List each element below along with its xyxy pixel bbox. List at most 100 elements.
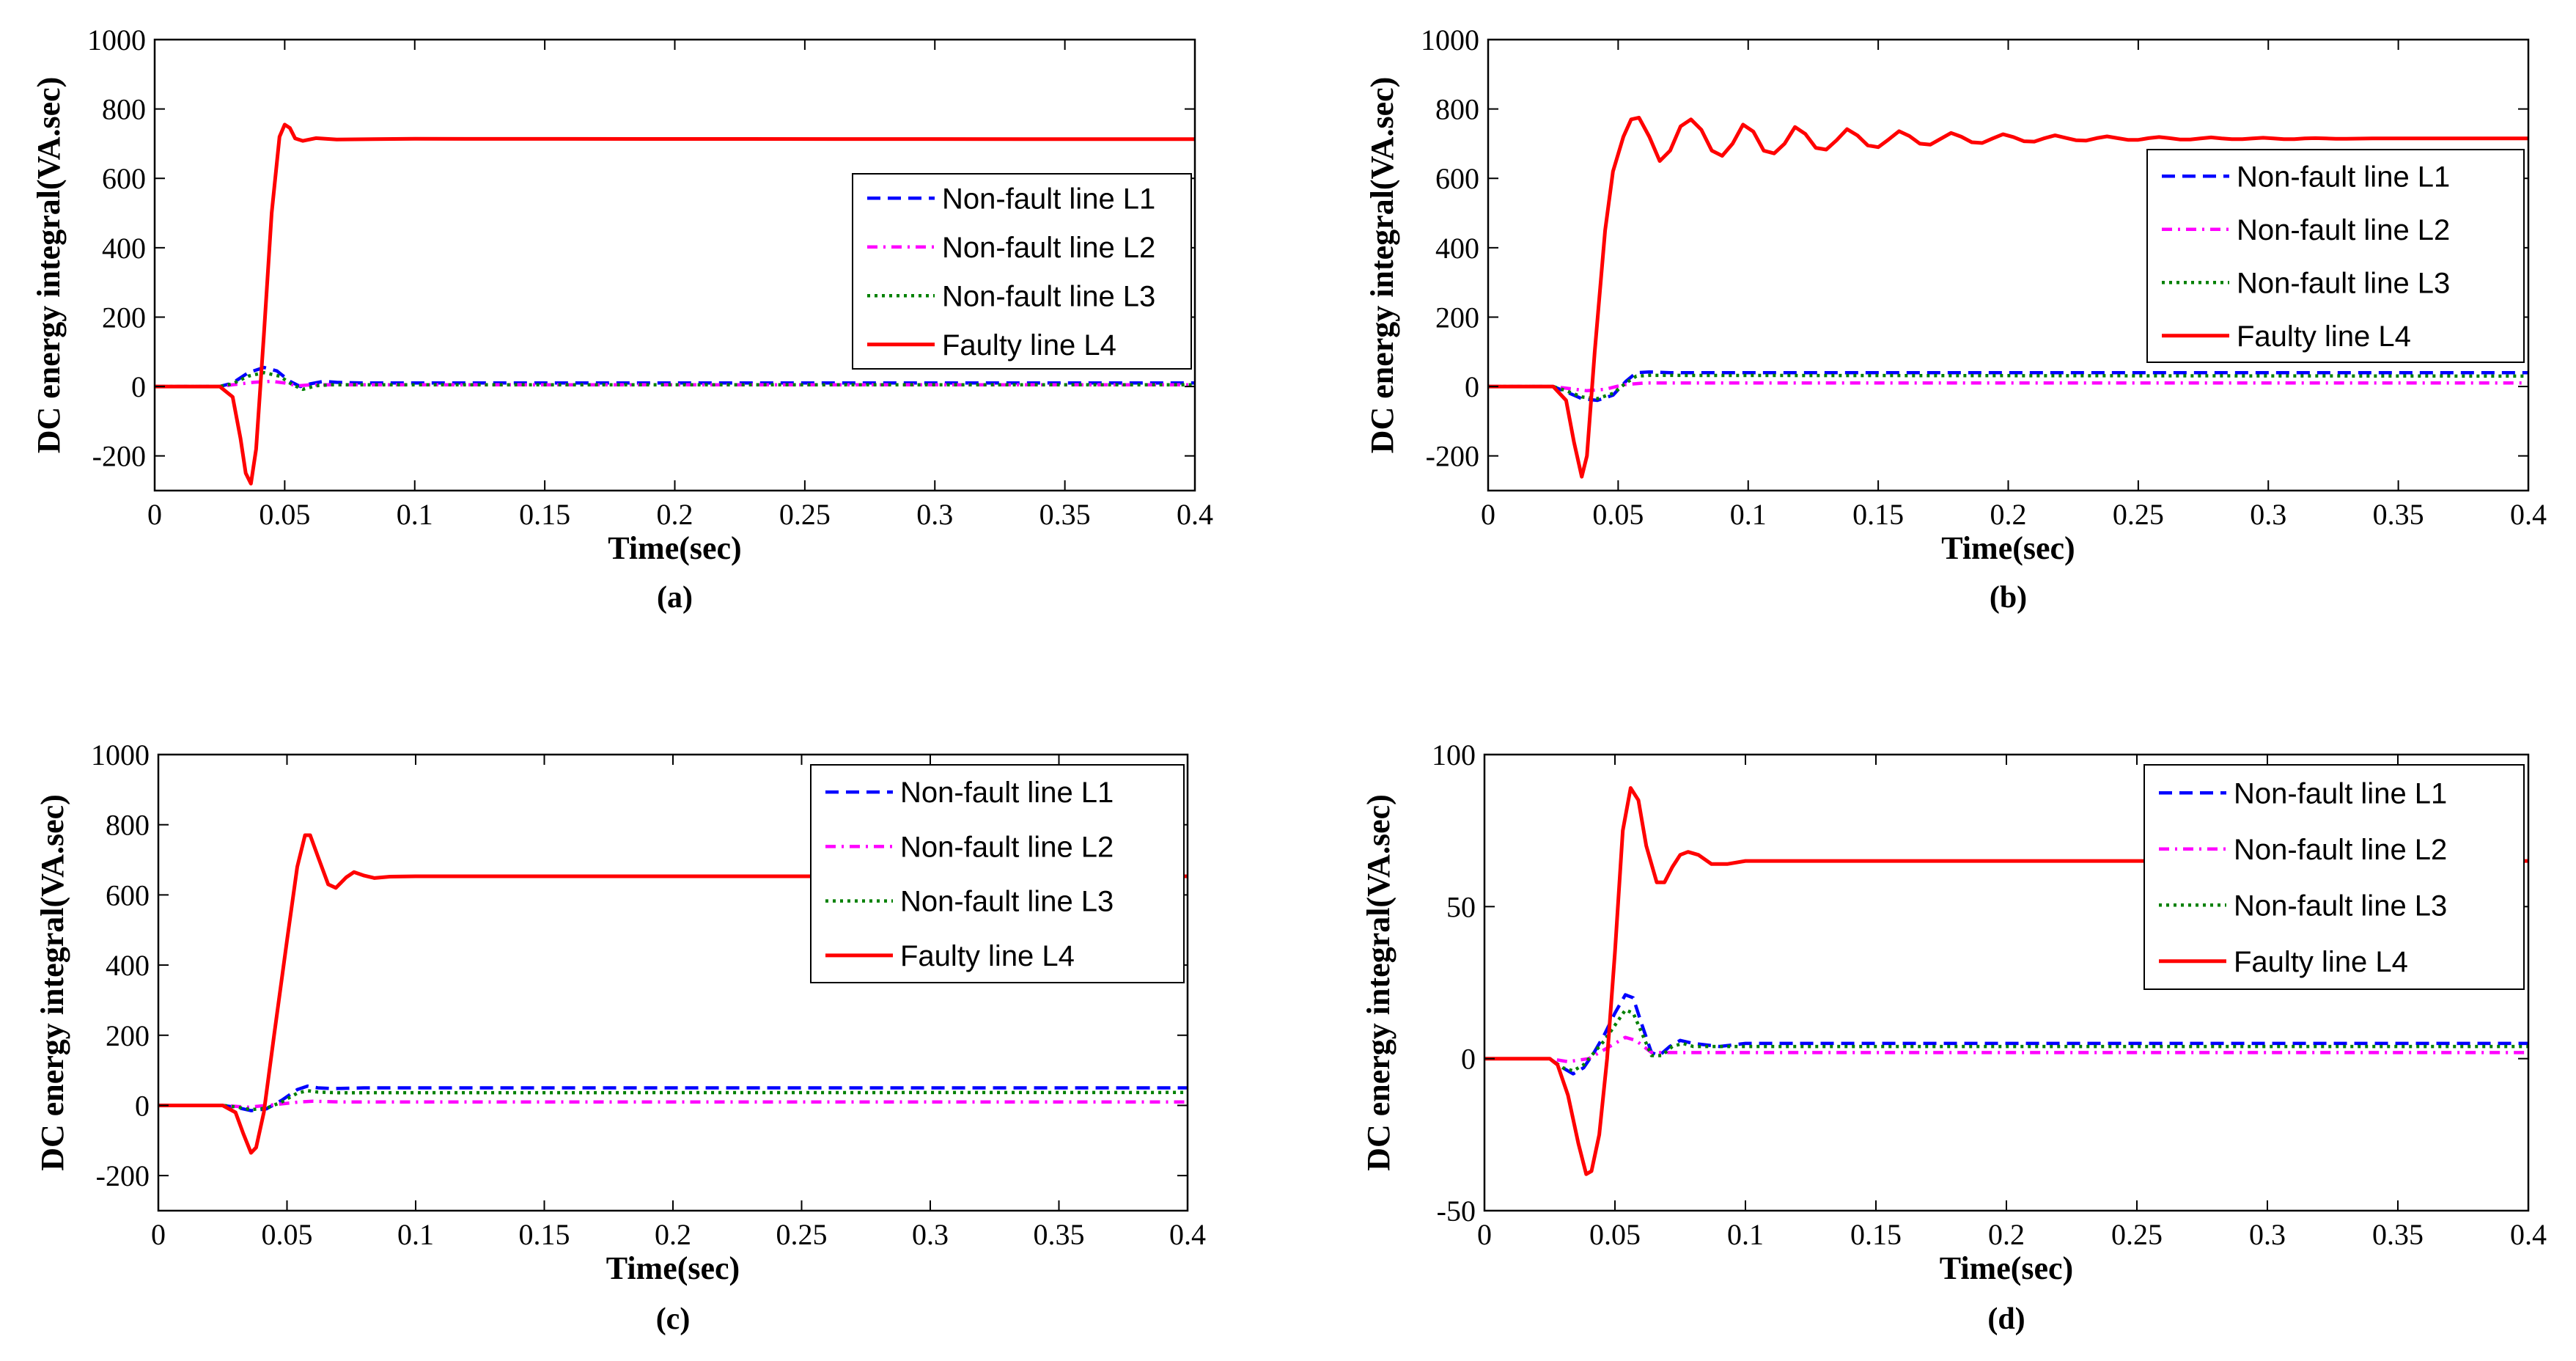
legend-box	[852, 173, 1192, 370]
series-line-3	[158, 1089, 1188, 1112]
series-line-4	[1488, 115, 2528, 479]
legend-label-1: Non-fault line L1	[2237, 161, 2450, 193]
series-line-1	[1484, 993, 2528, 1076]
x-axis-label: Time(sec)	[1940, 1250, 2073, 1286]
x-tick-label: 0.4	[1177, 498, 1213, 531]
y-tick-label: 1000	[91, 738, 150, 771]
x-tick-label: 0.3	[912, 1218, 949, 1251]
x-tick-label: 0.4	[1169, 1218, 1206, 1251]
legend-box	[810, 764, 1185, 983]
series-line-3	[155, 370, 1195, 392]
y-tick-label: 400	[1435, 232, 1479, 265]
legend-label-3: Non-fault line L3	[942, 280, 1155, 312]
x-tick-label: 0.35	[2372, 1218, 2424, 1251]
panel-caption: (a)	[657, 581, 693, 615]
series-line-2	[158, 1099, 1188, 1109]
x-tick-label: 0.1	[397, 1218, 434, 1251]
y-tick-label: 0	[131, 370, 146, 403]
panel-caption: (d)	[1987, 1302, 2025, 1336]
y-tick-label: 50	[1446, 890, 1476, 923]
x-tick-label: 0.3	[916, 498, 953, 531]
y-tick-label: -200	[92, 440, 146, 473]
chart-panel-2: 0 0.05 0.1 0.15 0.2 0.25 0.3 0.35 0.4-2000200400…	[34, 738, 1206, 1336]
y-tick-label: -200	[96, 1159, 150, 1192]
legend-label-4: Faulty line L4	[2237, 320, 2411, 353]
legend-label-1: Non-fault line L1	[900, 777, 1114, 809]
legend: Non-fault line L1 Non-fault line L2 Non-fa…	[810, 764, 1185, 983]
y-tick-label: 600	[106, 878, 150, 911]
x-tick-label: 0.1	[1727, 1218, 1764, 1251]
x-tick-label: 0.25	[2113, 498, 2164, 531]
legend-label-4: Faulty line L4	[2234, 946, 2408, 978]
x-tick-label: 0.2	[1990, 498, 2027, 531]
y-tick-label: 1000	[87, 23, 146, 56]
y-tick-label: 0	[135, 1089, 150, 1122]
y-tick-label: 800	[102, 93, 146, 126]
series-line-2	[1488, 381, 2528, 393]
x-tick-label: 0.4	[2510, 498, 2547, 531]
y-axis-label: DC energy integral(VA.sec)	[31, 77, 67, 454]
y-tick-label: 400	[102, 232, 146, 265]
series-line-1	[158, 1084, 1188, 1112]
y-axis-label: DC energy integral(VA.sec)	[1364, 77, 1400, 454]
x-tick-label: 0.3	[2250, 498, 2286, 531]
x-tick-label: 0.2	[657, 498, 693, 531]
series-line-4	[1484, 786, 2528, 1176]
legend-label-2: Non-fault line L2	[2237, 214, 2450, 246]
x-axis-label: Time(sec)	[606, 1250, 740, 1286]
y-tick-label: 200	[102, 301, 146, 334]
y-tick-label: 200	[106, 1019, 150, 1052]
legend-label-4: Faulty line L4	[900, 940, 1075, 972]
y-axis-label: DC energy integral(VA.sec)	[1361, 794, 1396, 1171]
y-tick-label: -50	[1437, 1195, 1476, 1228]
x-tick-label: 0.15	[1850, 1218, 1902, 1251]
x-tick-label: 0	[151, 1218, 166, 1251]
y-tick-label: 400	[106, 949, 150, 982]
legend-label-3: Non-fault line L3	[900, 886, 1114, 918]
series-line-3	[1484, 1008, 2528, 1073]
x-tick-label: 0.2	[655, 1218, 691, 1251]
x-tick-label: 0.15	[519, 498, 570, 531]
x-tick-label: 0.1	[397, 498, 433, 531]
x-tick-label: 0.35	[1034, 1218, 1085, 1251]
series-line-1	[155, 365, 1195, 389]
x-tick-label: 0	[1477, 1218, 1492, 1251]
x-tick-label: 0.25	[2111, 1218, 2163, 1251]
x-tick-label: 0.05	[1592, 498, 1644, 531]
x-tick-label: 0.2	[1988, 1218, 2025, 1251]
x-tick-label: 0.15	[519, 1218, 570, 1251]
x-tick-label: 0.25	[779, 498, 831, 531]
series-line-4	[158, 833, 1188, 1155]
y-tick-label: 800	[106, 809, 150, 842]
legend-box	[2146, 149, 2525, 363]
legend-label-1: Non-fault line L1	[2234, 777, 2447, 810]
x-tick-label: 0.15	[1852, 498, 1904, 531]
legend-label-3: Non-fault line L3	[2237, 267, 2450, 299]
legend-label-3: Non-fault line L3	[2234, 889, 2447, 922]
x-tick-label: 0.3	[2249, 1218, 2286, 1251]
y-tick-label: 800	[1435, 93, 1479, 126]
y-tick-label: 1000	[1421, 23, 1479, 56]
legend: Non-fault line L1 Non-fault line L2 Non-fa…	[2143, 764, 2525, 990]
x-axis-label: Time(sec)	[1941, 530, 2075, 566]
legend: Non-fault line L1 Non-fault line L2 Non-fa…	[2146, 149, 2525, 363]
x-tick-label: 0.05	[262, 1218, 313, 1251]
series-line-3	[1488, 373, 2528, 400]
legend-label-2: Non-fault line L2	[900, 831, 1114, 863]
y-tick-label: 200	[1435, 301, 1479, 334]
x-axis-label: Time(sec)	[608, 530, 741, 566]
chart-panel-1: 0 0.05 0.1 0.15 0.2 0.25 0.3 0.35 0.4-2000200400…	[1364, 23, 2547, 615]
legend-box	[2143, 764, 2525, 990]
y-tick-label: 600	[1435, 162, 1479, 195]
x-tick-label: 0.35	[1039, 498, 1091, 531]
legend: Non-fault line L1 Non-fault line L2 Non-fa…	[852, 173, 1192, 370]
panel-caption: (b)	[1990, 581, 2027, 615]
series-line-2	[1484, 1035, 2528, 1064]
panel-caption: (c)	[656, 1302, 691, 1336]
y-tick-label: -200	[1426, 440, 1479, 473]
legend-label-2: Non-fault line L2	[942, 232, 1155, 264]
y-tick-label: 100	[1432, 738, 1476, 771]
chart-panel-0: 0 0.05 0.1 0.15 0.2 0.25 0.3 0.35 0.4-2000200400…	[31, 23, 1213, 615]
x-tick-label: 0.25	[776, 1218, 828, 1251]
